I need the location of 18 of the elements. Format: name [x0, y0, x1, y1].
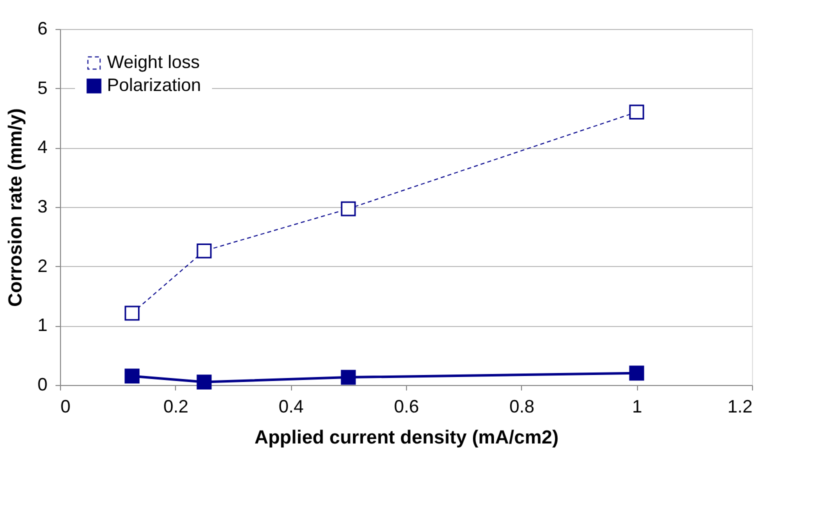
- x-tick-label: 0.6: [394, 396, 420, 416]
- legend-label: Polarization: [107, 75, 202, 95]
- x-axis-title: Applied current density (mA/cm2): [254, 428, 559, 448]
- y-tick-label: 5: [37, 78, 48, 98]
- x-tick-label: 0.4: [278, 396, 304, 416]
- x-tick-label: 0.8: [509, 396, 534, 416]
- legend-label: Weight loss: [107, 52, 200, 72]
- x-tick-label: 0.2: [163, 396, 188, 416]
- y-tick-label: 6: [37, 18, 48, 38]
- y-axis-title: Corrosion rate (mm/y): [5, 108, 26, 307]
- y-tick-label: 3: [37, 196, 48, 216]
- x-tick-label: 0: [60, 396, 71, 416]
- y-tick-label: 2: [37, 256, 48, 276]
- x-tick-label: 1: [632, 396, 642, 416]
- x-tick-label: 1.2: [727, 396, 752, 416]
- y-tick-label: 1: [37, 315, 48, 336]
- y-tick-label: 0: [37, 374, 48, 394]
- y-tick-label: 4: [37, 137, 48, 158]
